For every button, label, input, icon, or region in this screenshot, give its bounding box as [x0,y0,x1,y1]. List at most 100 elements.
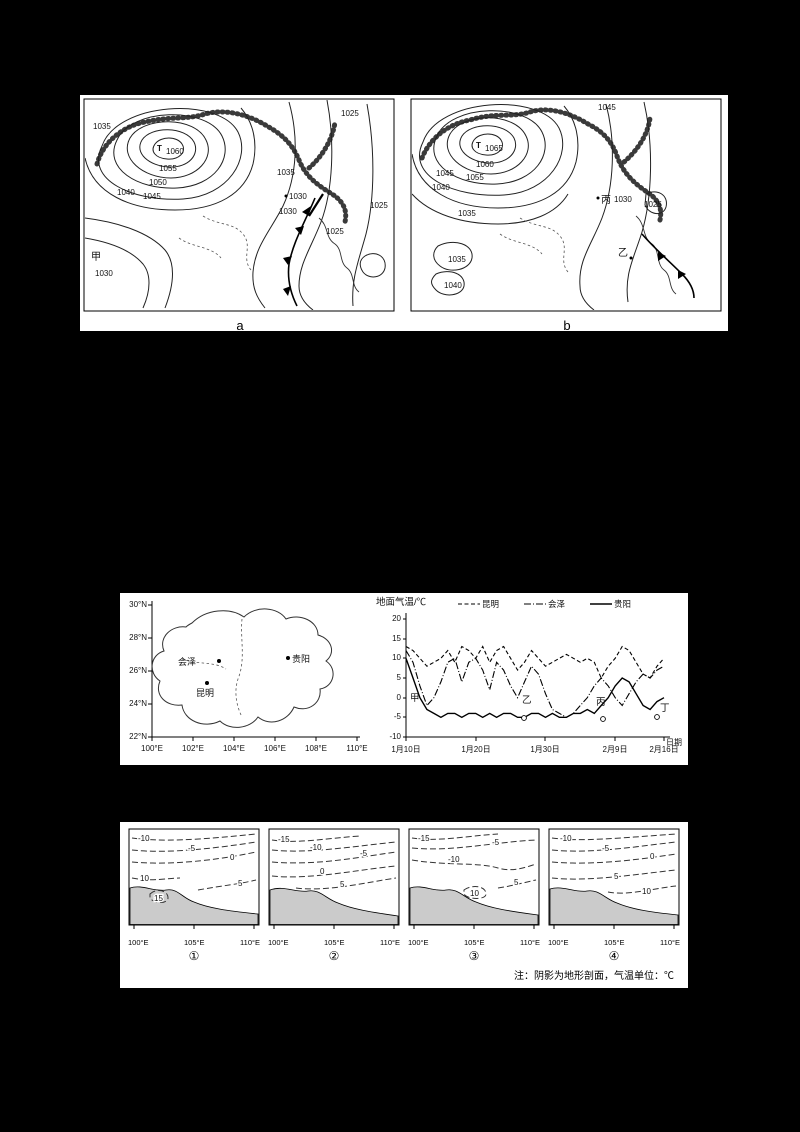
svg-text:-10: -10 [138,834,150,843]
option-number-2: ② [328,949,340,963]
cross-section-option-3: -15 -5 -10 10 5 100°E 105°E 110°E ③ [408,828,540,963]
point-label-jia: 甲 [91,252,101,263]
cross-section-option-4: -10 -5 0 5 10 100°E 105°E 110°E ④ [548,828,680,963]
isobar-label: 1030 [289,192,307,201]
option-number-1: ① [188,949,200,963]
lon-label: 105°E [604,938,625,947]
point-label-bing: 丙 [601,195,611,206]
river-line [181,658,227,670]
svg-text:106°E: 106°E [264,744,286,753]
cross-section-4-axis: 100°E 105°E 110°E [548,938,680,947]
isobar-label: 1040 [444,281,462,290]
svg-text:-10: -10 [560,834,572,843]
svg-text:5: 5 [340,880,345,889]
map-b-cold-front [641,233,695,299]
map-a-isobars [85,100,386,310]
lon-label: 105°E [464,938,485,947]
map-b-labels: 1045 T 1065 1060 1055 1045 1040 1035 丙 1… [432,103,662,290]
svg-text:5: 5 [614,872,619,881]
svg-text:26°N: 26°N [129,666,147,675]
isobar-label: 1045 [143,192,161,201]
svg-text:5: 5 [397,673,402,682]
city-label-guiyang: 贵阳 [292,653,310,664]
annotation-bing: 丙 [596,697,606,708]
isotherms [131,833,257,903]
isotherms [411,833,537,899]
cross-section-4-canvas: -10 -5 0 5 10 [548,828,680,929]
svg-text:24°N: 24°N [129,699,147,708]
isotherm-labels: -15 -5 -10 10 5 [417,833,521,900]
isotherm-labels: -10 -5 0 10 15 5 [137,833,245,905]
chart-title: 地面气温/℃ [376,596,427,608]
cross-section-1-canvas: -10 -5 0 10 15 5 [128,828,260,929]
svg-text:-15: -15 [418,834,430,843]
svg-text:-10: -10 [389,732,401,741]
isobar-label: 1035 [277,168,295,177]
map-b-border [410,98,722,312]
terrain-profile [549,887,679,925]
isobar-label: 1045 [598,103,616,112]
cross-section-figure-panel: -10 -5 0 10 15 5 100°E 105°E 110°E ① [120,822,688,988]
isobar-label: 1040 [432,183,450,192]
svg-text:0: 0 [230,853,235,862]
chart-x-ticks: 1月10日 1月20日 1月30日 2月9日 2月16日 日期 [391,737,682,754]
legend-guiyang: 贵阳 [614,599,631,609]
svg-text:10: 10 [392,653,401,662]
chart-annotations: 甲 乙 丙 丁 [410,693,670,722]
isotherm-labels: -10 -5 0 5 10 [559,833,657,898]
map-a-cold-front [283,193,324,307]
lon-label: 110°E [380,938,400,947]
isotherms [271,835,397,890]
isobar-label: 1050 [149,178,167,187]
svg-text:5: 5 [238,879,243,888]
cross-section-2-canvas: -15 -10 -5 0 5 [268,828,400,929]
chart-legend: 昆明 会泽 贵阳 [458,599,631,609]
isobar-label: 1025 [370,201,388,210]
weather-map-a-canvas: 1035 T 1060 1055 1050 1040 1045 1025 103… [83,98,395,312]
isobar-label: 1025 [644,200,662,209]
city-kunming: 昆明 [196,681,214,698]
isobar-label: 1055 [159,164,177,173]
temperature-figure-panel: 30°N 28°N 26°N 24°N 22°N 100°E 102°E 104… [120,593,688,765]
cross-section-option-2: -15 -10 -5 0 5 100°E 105°E 110°E ② [268,828,400,963]
isobar-label: 1035 [93,122,111,131]
high-center-mark: T [157,144,162,153]
station-dot [284,194,288,198]
lon-label: 100°E [408,938,429,947]
isobar-label: 1065 [485,144,503,153]
isotherms [551,833,677,894]
svg-text:2月16日: 2月16日 [649,745,678,754]
svg-text:0: 0 [650,852,655,861]
chart-series [405,645,665,719]
svg-text:100°E: 100°E [141,744,163,753]
terrain-profile [129,886,259,925]
terrain-profile [269,887,399,925]
map-a-great-wall-symbol [94,109,349,225]
svg-text:1月30日: 1月30日 [530,745,559,754]
region-map: 30°N 28°N 26°N 24°N 22°N 100°E 102°E 104… [129,600,368,753]
city-label-huize: 会泽 [178,656,196,667]
cross-section-3-axis: 100°E 105°E 110°E [408,938,540,947]
isobar-label: 1030 [614,195,632,204]
weather-map-b-canvas: 1045 T 1065 1060 1055 1045 1040 1035 丙 1… [410,98,722,312]
weather-map-b: 1045 T 1065 1060 1055 1045 1040 1035 丙 1… [410,98,724,335]
svg-text:-10: -10 [448,855,460,864]
map-a-boundaries [178,215,360,293]
x-axis-title: 日期 [666,738,682,747]
synoptic-figure-panel: 1035 T 1060 1055 1050 1040 1045 1025 103… [80,95,728,333]
isobar-label: 1055 [466,173,484,182]
isobar-label: 1035 [448,255,466,264]
isobar-label: 1035 [458,209,476,218]
svg-text:1月20日: 1月20日 [461,745,490,754]
isobar-label: 1060 [476,160,494,169]
svg-text:-10: -10 [310,843,322,852]
isobar-label: 1030 [279,207,297,216]
svg-text:20: 20 [392,614,401,623]
svg-text:15: 15 [392,634,401,643]
lon-label: 110°E [520,938,540,947]
event-marker [654,714,660,720]
svg-text:10: 10 [140,874,149,883]
isobar-label: 1045 [436,169,454,178]
svg-text:1月10日: 1月10日 [391,745,420,754]
